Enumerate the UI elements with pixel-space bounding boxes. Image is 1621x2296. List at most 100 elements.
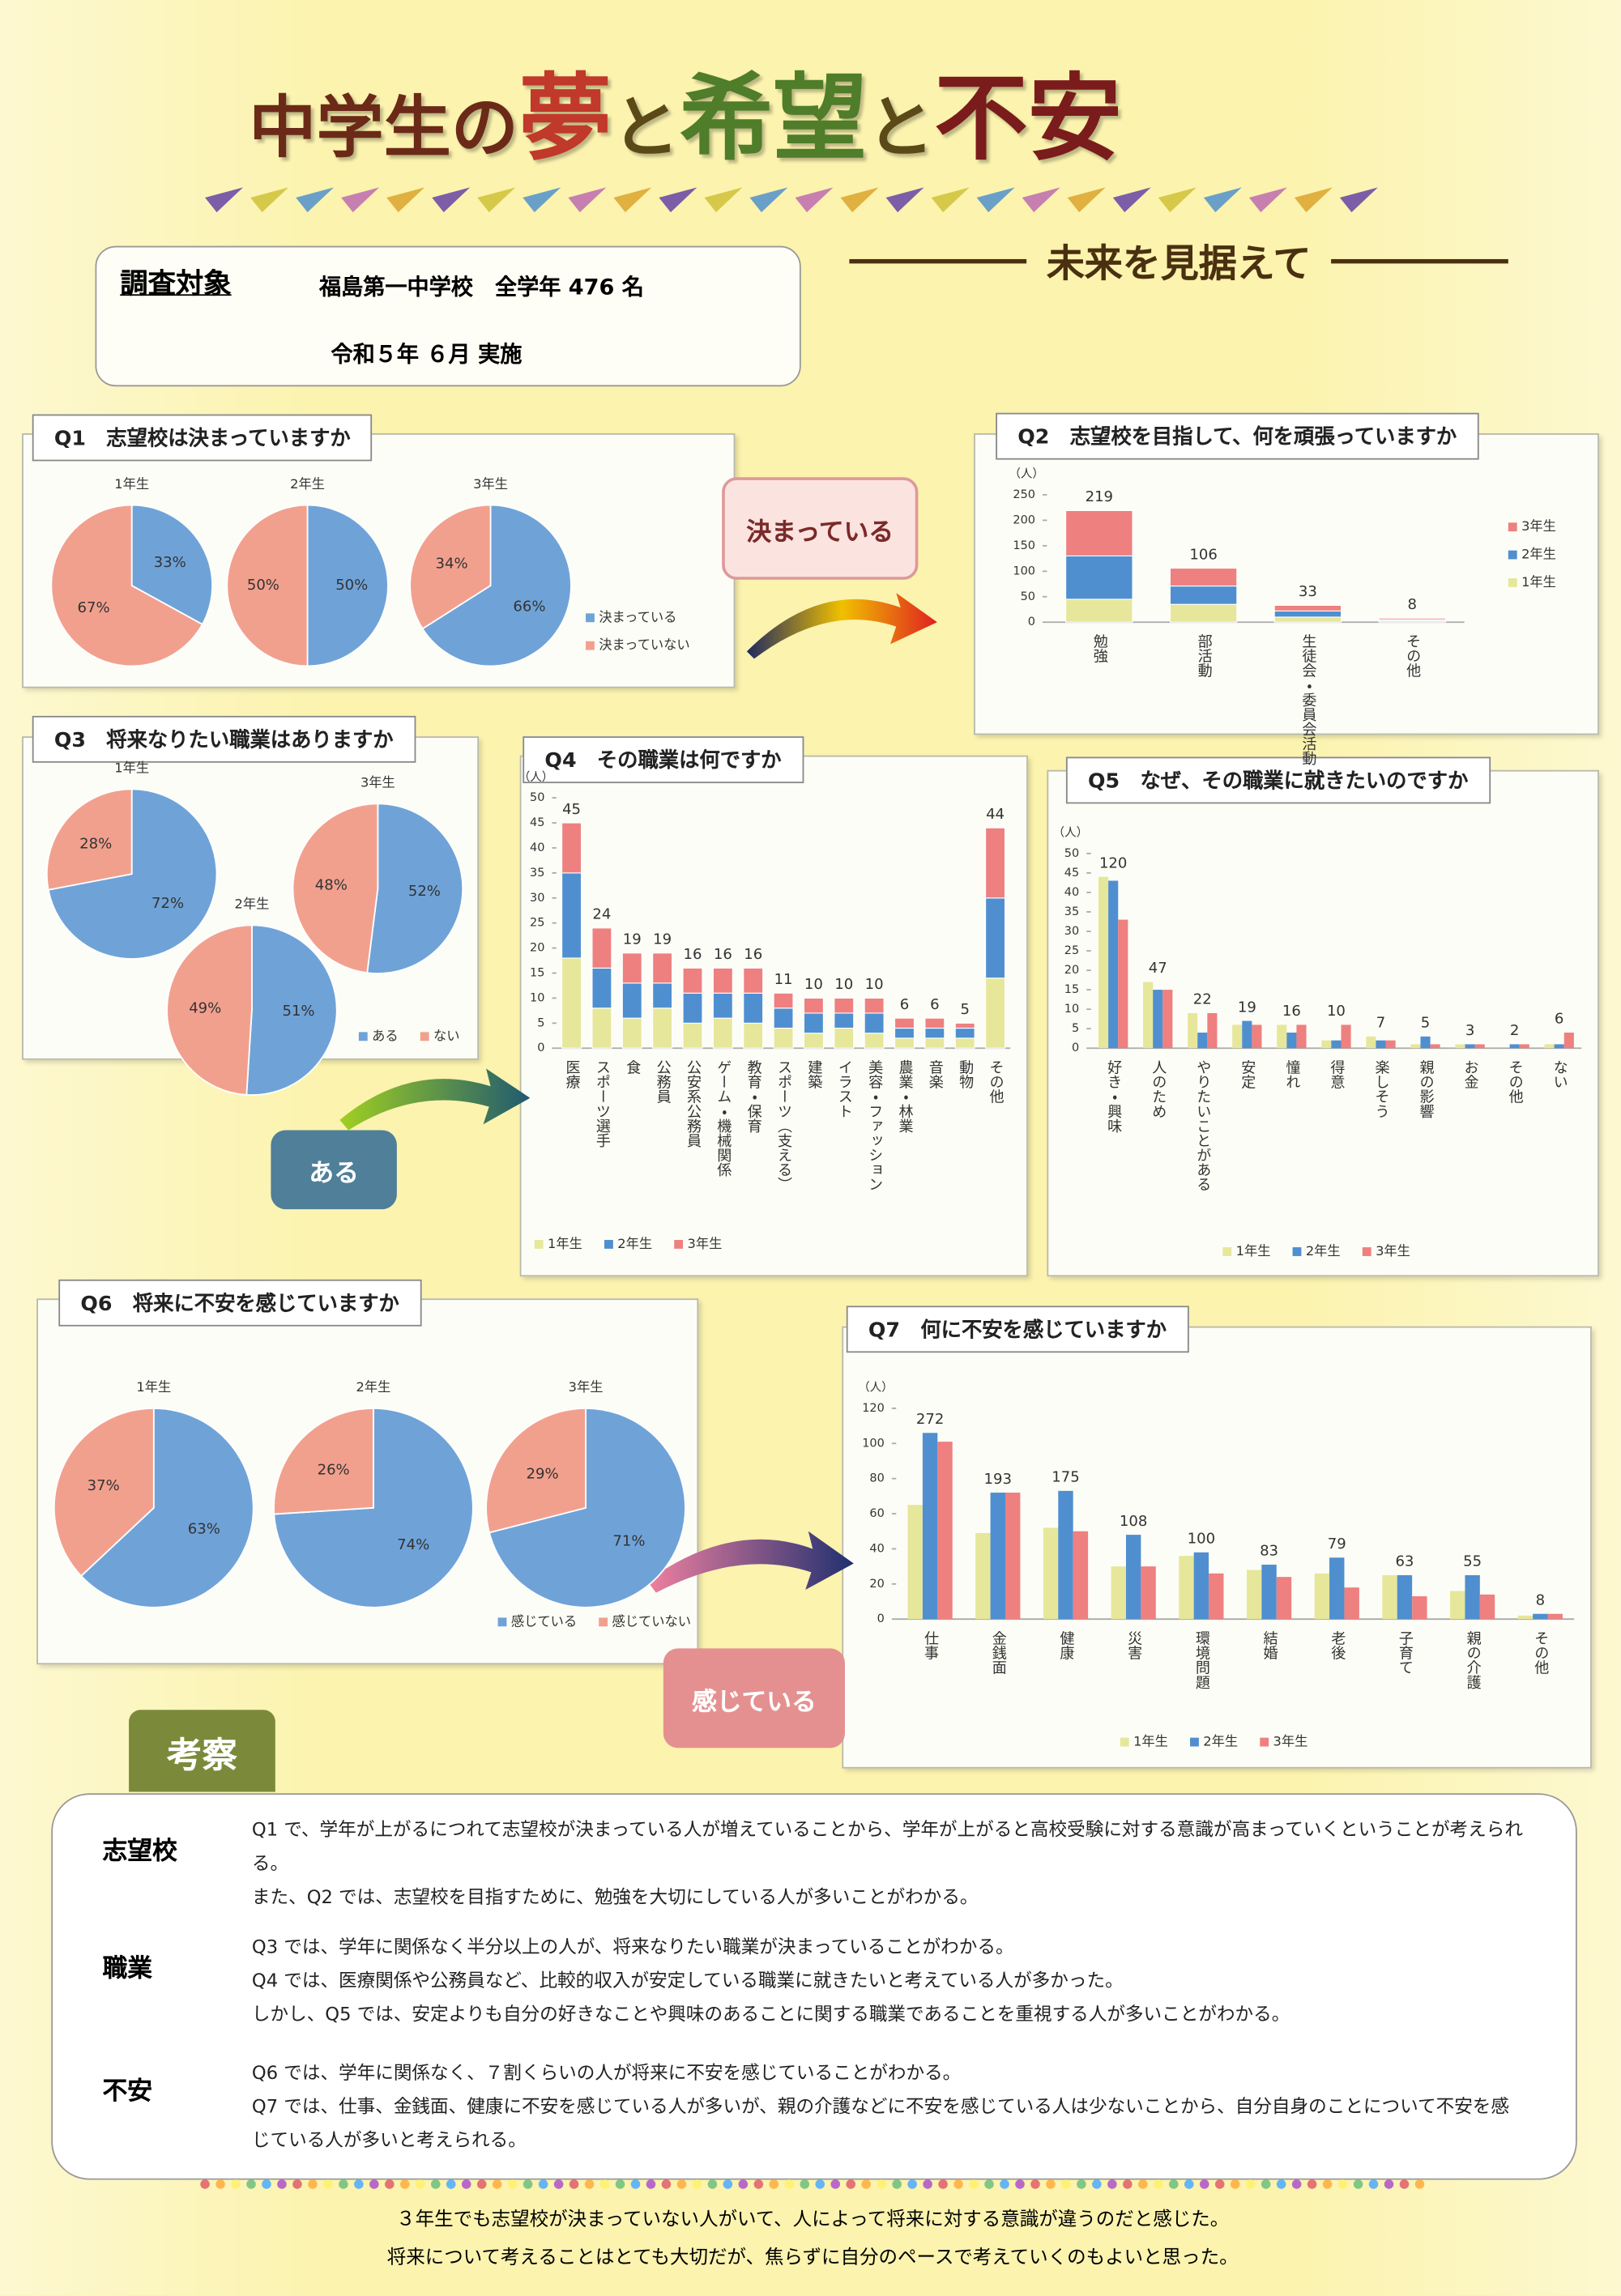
dot bbox=[784, 2179, 795, 2189]
dot bbox=[231, 2179, 241, 2189]
closing: ３年生でも志望校が決まっていない人がいて、人によって将来に対する意識が違うのだと… bbox=[51, 2202, 1574, 2278]
dot bbox=[1414, 2179, 1425, 2189]
dot bbox=[1230, 2179, 1240, 2189]
dot bbox=[753, 2179, 764, 2189]
pennant bbox=[432, 187, 471, 213]
survey-target: 福島第一中学校 全学年 476 名 bbox=[319, 274, 644, 300]
dot bbox=[1337, 2179, 1348, 2189]
dot bbox=[553, 2179, 564, 2189]
dot bbox=[1046, 2179, 1056, 2189]
title-part: 夢 bbox=[518, 66, 612, 175]
pennant bbox=[1339, 187, 1378, 213]
chart-title: Q2 志望校を目指して、何を頑張っていますか bbox=[996, 412, 1479, 460]
dot bbox=[1154, 2179, 1163, 2189]
pennant bbox=[885, 187, 924, 213]
dot bbox=[1015, 2179, 1025, 2189]
pennant bbox=[205, 187, 244, 213]
dot bbox=[738, 2179, 749, 2189]
dot bbox=[1000, 2179, 1009, 2189]
pennant bbox=[704, 187, 743, 213]
arrow bbox=[339, 1068, 531, 1131]
dot bbox=[1353, 2179, 1363, 2189]
dot bbox=[769, 2179, 779, 2189]
dot bbox=[907, 2179, 917, 2189]
dot bbox=[215, 2179, 225, 2189]
line: Q7 では、仕事、金銭面、健康に不安を感じている人が多いが、親の介護などに不安を… bbox=[251, 2094, 1510, 2151]
section-text: Q6 では、学年に関係なく、７割くらいの人が将来に不安を感じていることがわかる。… bbox=[252, 2055, 1526, 2157]
subtitle-row: 未来を見据えて bbox=[849, 234, 1508, 288]
dot bbox=[800, 2179, 810, 2189]
panel bbox=[974, 433, 1599, 735]
dot bbox=[1276, 2179, 1286, 2189]
dot bbox=[569, 2179, 579, 2189]
dot bbox=[969, 2179, 979, 2189]
dot bbox=[1184, 2179, 1194, 2189]
line: Q1 で、学年が上がるにつれて志望校が決まっている人が増えていることから、学年が… bbox=[251, 1818, 1523, 1874]
dot bbox=[385, 2179, 395, 2189]
dot bbox=[200, 2179, 210, 2189]
dot bbox=[646, 2179, 656, 2189]
dot bbox=[1307, 2179, 1317, 2189]
pennant bbox=[613, 187, 652, 213]
pennant bbox=[568, 187, 607, 213]
dot bbox=[953, 2179, 963, 2189]
title-part: 中学生の bbox=[249, 87, 518, 168]
dot bbox=[630, 2179, 641, 2189]
panel bbox=[842, 1326, 1592, 1769]
dot bbox=[707, 2179, 718, 2189]
dot bbox=[1107, 2179, 1117, 2189]
pennant bbox=[749, 187, 788, 213]
dot bbox=[1291, 2179, 1302, 2189]
section-text: Q3 では、学年に関係なく半分以上の人が、将来なりたい職業が決まっていることがわ… bbox=[252, 1929, 1526, 2030]
chart-title: Q4 その職業は何ですか bbox=[523, 736, 804, 784]
chart-title: Q6 将来に不安を感じていますか bbox=[58, 1279, 421, 1327]
dot bbox=[830, 2179, 841, 2189]
dot bbox=[292, 2179, 302, 2189]
panel bbox=[22, 736, 480, 1060]
dot bbox=[523, 2179, 533, 2189]
pennant bbox=[1158, 187, 1197, 213]
dot bbox=[400, 2179, 410, 2189]
dot bbox=[1399, 2179, 1410, 2189]
rule bbox=[849, 258, 1026, 264]
pennant bbox=[931, 187, 970, 213]
dot bbox=[846, 2179, 855, 2189]
section-label: 志望校 bbox=[102, 1837, 177, 1867]
line: Q6 では、学年に関係なく、７割くらいの人が将来に不安を感じていることがわかる。 bbox=[251, 2061, 962, 2084]
subtitle: 未来を見据えて bbox=[1046, 243, 1312, 288]
conclusions-box bbox=[51, 1793, 1577, 2180]
dot bbox=[815, 2179, 825, 2189]
survey-date: 令和５年 ６月 実施 bbox=[331, 341, 523, 368]
pennant bbox=[523, 187, 561, 213]
dot bbox=[1214, 2179, 1225, 2189]
dot bbox=[1061, 2179, 1071, 2189]
section-text: Q1 で、学年が上がるにつれて志望校が決まっている人が増えていることから、学年が… bbox=[252, 1813, 1526, 1914]
dot bbox=[492, 2179, 502, 2189]
survey-box: 調査対象 福島第一中学校 全学年 476 名 令和５年 ６月 実施 bbox=[95, 245, 801, 387]
pennant bbox=[976, 187, 1015, 213]
dot bbox=[507, 2179, 518, 2189]
dot bbox=[1322, 2179, 1333, 2189]
dot bbox=[615, 2179, 625, 2189]
dot bbox=[1030, 2179, 1040, 2189]
dot bbox=[1138, 2179, 1148, 2189]
section-label: 職業 bbox=[102, 1954, 152, 1984]
callout: 決まっている bbox=[722, 477, 919, 580]
dot bbox=[1169, 2179, 1179, 2189]
dot bbox=[984, 2179, 994, 2189]
closing-line: 将来について考えることはとても大切だが、焦らずに自分のペースで考えていくのもよい… bbox=[386, 2247, 1239, 2269]
dot bbox=[446, 2179, 456, 2189]
dot bbox=[461, 2179, 471, 2189]
pennant bbox=[659, 187, 697, 213]
pennant bbox=[1067, 187, 1106, 213]
chart-title: Q1 志望校は決まっていますか bbox=[32, 414, 373, 462]
section-label: 不安 bbox=[102, 2077, 152, 2107]
dot bbox=[584, 2179, 595, 2189]
callout: ある bbox=[271, 1130, 397, 1210]
dot bbox=[476, 2179, 487, 2189]
title-part: と bbox=[612, 87, 680, 168]
rule bbox=[1331, 258, 1508, 264]
dot bbox=[599, 2179, 610, 2189]
title-part: と bbox=[867, 87, 935, 168]
dot bbox=[1245, 2179, 1256, 2189]
